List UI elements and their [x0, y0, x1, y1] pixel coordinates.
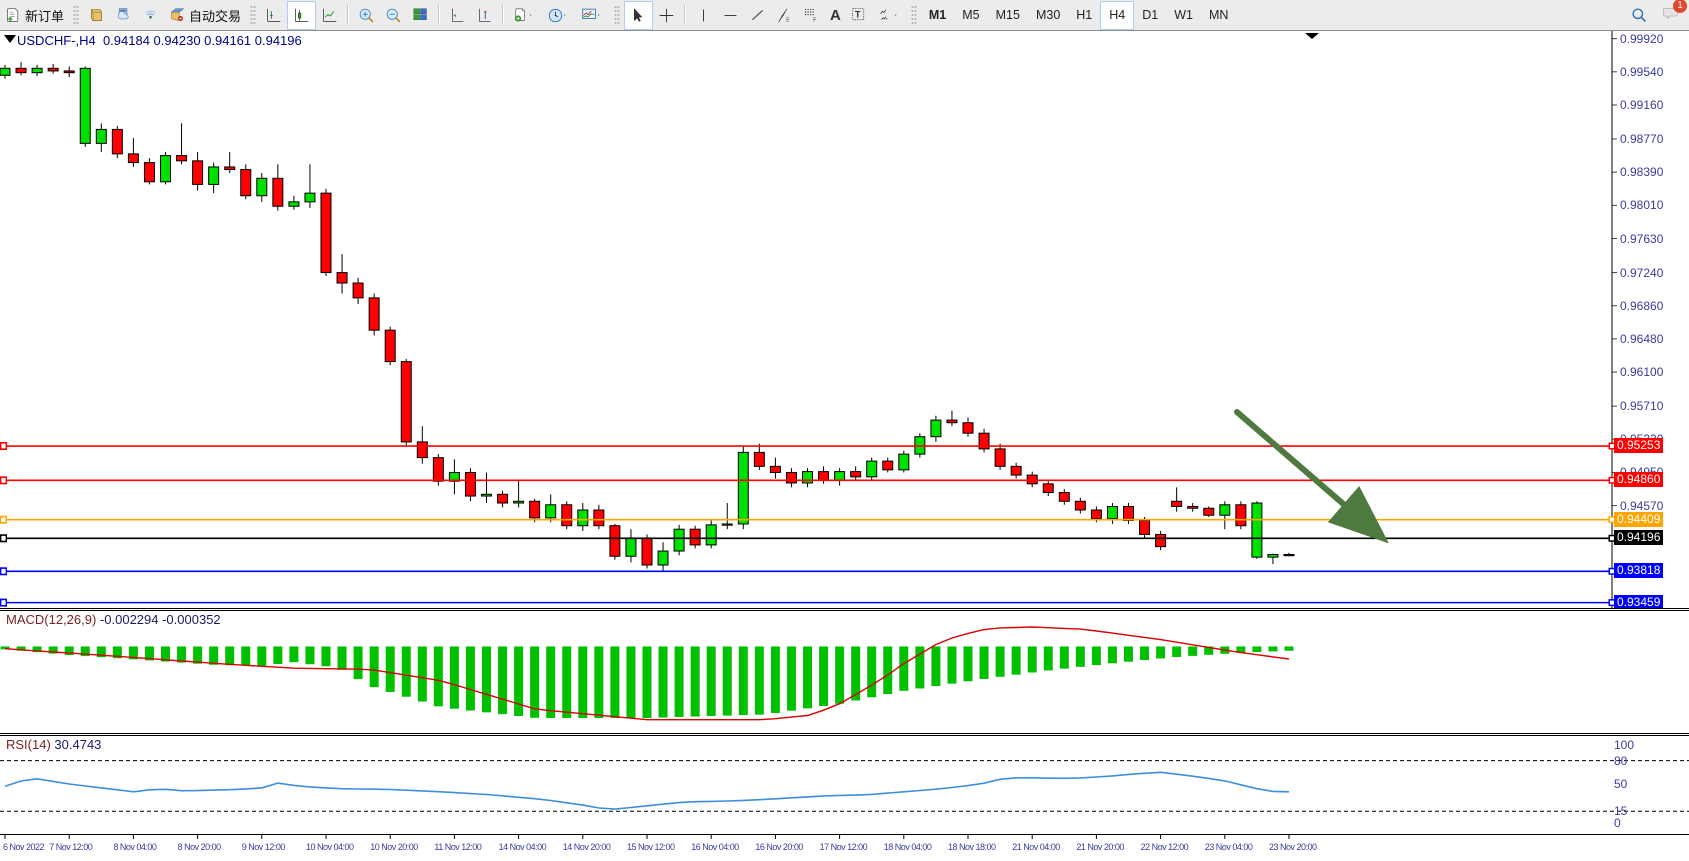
svg-text:T: T [855, 9, 861, 19]
svg-text:E: E [786, 17, 790, 23]
svg-text:F: F [813, 17, 816, 23]
